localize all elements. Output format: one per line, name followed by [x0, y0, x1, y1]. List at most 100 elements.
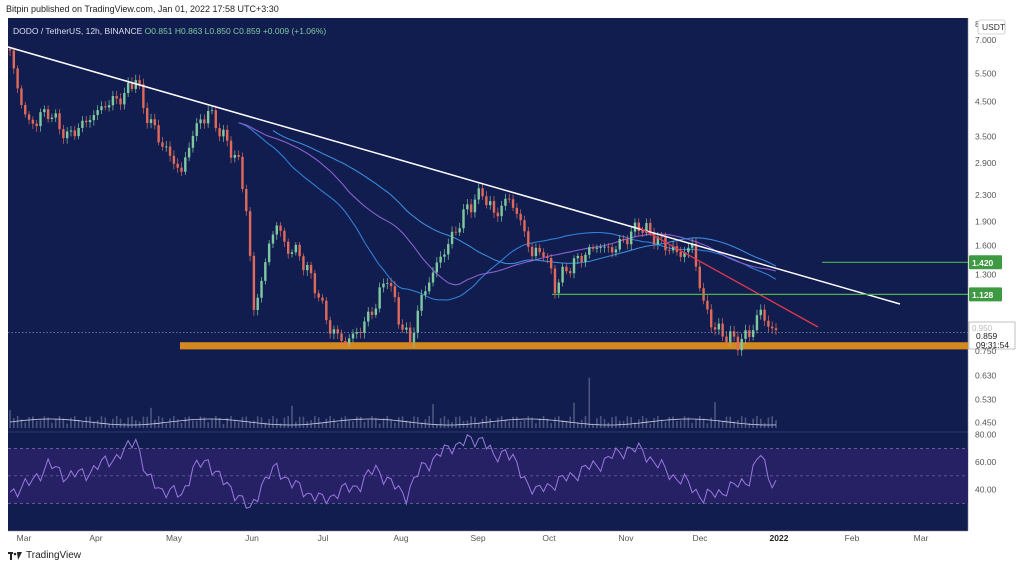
candle-body [527, 231, 530, 247]
currency-label: USDT [982, 22, 1005, 32]
candle-body [645, 222, 648, 233]
candle-body [363, 321, 366, 333]
volume-bar [748, 423, 751, 428]
volume-bar [538, 418, 541, 428]
candle-body [542, 252, 545, 257]
candle-body [565, 266, 568, 272]
candle-body [629, 231, 633, 245]
candle-body [12, 50, 16, 69]
candle-body [279, 225, 282, 231]
time-tick-label: 2022 [770, 533, 789, 543]
price-tick-label: 2.300 [975, 190, 997, 200]
candle-body [572, 258, 576, 274]
volume-bar [28, 416, 30, 428]
candle-body [142, 84, 145, 109]
volume-bar [119, 418, 122, 428]
horizontal-level-label: 1.128 [972, 290, 994, 300]
candle-body [580, 255, 583, 262]
candle-body [553, 268, 557, 294]
candle-body [107, 105, 111, 108]
candle-body [332, 329, 336, 334]
candle-body [275, 225, 278, 235]
candle-body [736, 336, 740, 351]
volume-bar [626, 416, 629, 428]
candle-body [27, 114, 31, 120]
candle-body [710, 309, 713, 328]
publish-header: Bitpin published on TradingView.com, Jan… [6, 4, 279, 14]
candle-body [538, 247, 541, 253]
candle-body [138, 80, 141, 85]
volume-bar [306, 421, 309, 428]
volume-bar [759, 418, 762, 428]
support-zone [180, 342, 968, 350]
volume-bar [352, 421, 354, 428]
candle-body [515, 207, 519, 214]
candle-body [378, 287, 381, 309]
price-tick-label: 1.600 [975, 241, 997, 251]
candle-body [660, 236, 663, 238]
volume-bar [660, 419, 663, 428]
volume-bar [439, 417, 442, 428]
volume-bar [550, 422, 552, 428]
candle-body [454, 231, 458, 233]
volume-bar [535, 423, 537, 428]
volume-bar [657, 416, 659, 428]
candle-body [85, 120, 88, 123]
candle-body [241, 156, 244, 189]
volume-bar [340, 417, 343, 428]
candle-body [428, 282, 431, 292]
volume-bar [283, 417, 286, 428]
candle-body [153, 119, 157, 126]
volume-bar [458, 416, 461, 428]
candles [8, 46, 778, 356]
volume-bar [397, 417, 400, 428]
candle-body [473, 199, 477, 213]
volume-bar [763, 422, 766, 428]
candle-body [187, 147, 191, 158]
candle-body [496, 212, 500, 217]
horizontal-level-tag [969, 287, 1002, 302]
time-tick-label: Sep [470, 533, 485, 543]
candle-body [397, 297, 400, 325]
candle-body [271, 234, 275, 244]
volume-bar [497, 417, 499, 428]
brand-label: TradingView [26, 550, 82, 561]
volume-bar [241, 416, 244, 428]
candle-body [237, 154, 240, 157]
volume-bar [51, 422, 53, 428]
candle-body [130, 82, 134, 89]
volume-bar [573, 402, 575, 428]
candle-body [393, 286, 397, 298]
candle-body [100, 106, 103, 111]
volume-bar [771, 416, 773, 428]
volume-bar [676, 421, 678, 428]
volume-bar [176, 419, 179, 428]
candle-body [104, 106, 107, 108]
volume-bar [142, 416, 145, 428]
candle-body [290, 252, 294, 254]
volume-bar [474, 417, 476, 428]
volume-bar [222, 423, 225, 428]
partial-axis-label: 0.950 [972, 324, 993, 333]
candle-body [88, 120, 92, 123]
candle-body [317, 293, 320, 298]
candle-body [50, 117, 54, 120]
price-tick-label: 0.630 [975, 371, 997, 381]
volume-bar [455, 416, 457, 428]
volume-bar [698, 416, 701, 428]
volume-bar [9, 410, 11, 428]
volume-bar [630, 417, 632, 428]
candle-body [431, 272, 435, 283]
ma-slow-line [272, 130, 777, 267]
volume-bar [234, 419, 236, 428]
volume-bar [706, 423, 709, 428]
candle-body [294, 244, 298, 253]
candle-body [420, 294, 423, 311]
candle-body [687, 247, 690, 253]
candle-body [626, 239, 629, 245]
plot-background [8, 18, 968, 531]
tradingview-logo-icon [8, 551, 22, 560]
volume-bar [180, 422, 183, 428]
candle-body [302, 256, 305, 271]
volume-bar [58, 416, 61, 428]
